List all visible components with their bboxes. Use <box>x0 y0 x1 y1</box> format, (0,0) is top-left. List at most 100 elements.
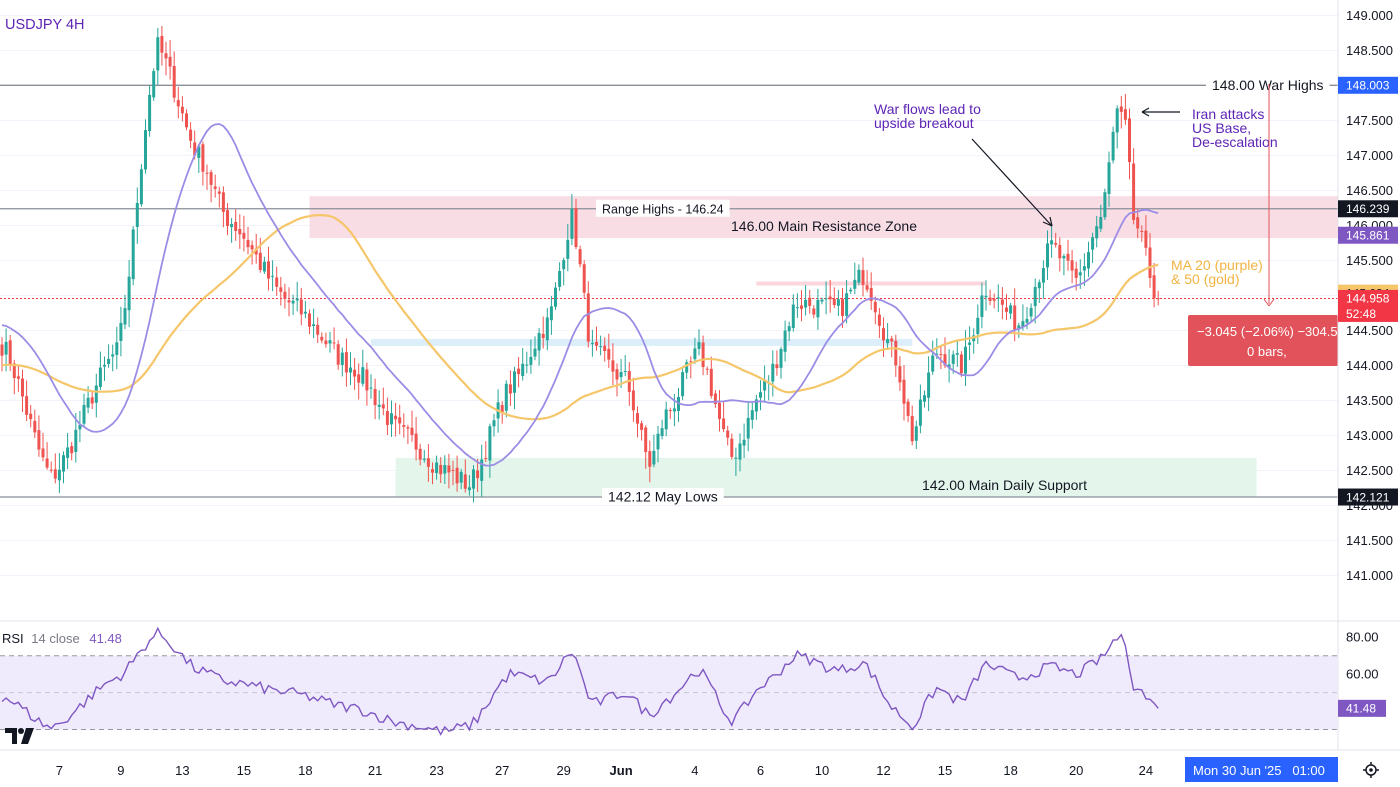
tradingview-logo[interactable]: TV <box>0 0 34 744</box>
candle <box>426 444 430 482</box>
candle <box>1087 241 1090 277</box>
candle <box>734 447 738 476</box>
candle <box>980 282 984 329</box>
price-tags: 148.003 146.239 145.861 145.034 144.958 … <box>1338 76 1398 506</box>
ma20-tag-text: 145.861 <box>1346 229 1390 243</box>
candle <box>726 425 730 446</box>
time-tick-label: 15 <box>938 763 952 778</box>
candle <box>738 433 742 472</box>
minor-support-zone <box>371 338 913 346</box>
candle <box>189 122 193 149</box>
candle <box>394 402 398 437</box>
candle <box>57 453 61 494</box>
candle <box>849 287 853 294</box>
candle <box>554 282 557 310</box>
candle <box>927 356 931 412</box>
price-tick-label: 147.500 <box>1346 113 1393 128</box>
rsi-tick-label: 80.00 <box>1346 630 1379 645</box>
candle <box>271 260 275 292</box>
candle <box>164 41 168 76</box>
candle <box>332 327 336 350</box>
candle <box>357 363 361 400</box>
candle <box>70 441 74 461</box>
range-highs-tag-text: 146.239 <box>1346 202 1390 216</box>
candle <box>742 423 746 459</box>
candle <box>221 186 225 228</box>
time-tick-label: 6 <box>757 763 764 778</box>
candle <box>603 337 607 362</box>
time-tick-label: Jun <box>610 763 633 778</box>
candle <box>861 257 865 297</box>
time-tick-label: 10 <box>815 763 829 778</box>
candle <box>267 246 270 291</box>
candle <box>808 289 812 314</box>
candle <box>681 367 685 401</box>
candle <box>791 294 795 332</box>
rsi-legend[interactable]: RSI 14 close 41.48 <box>2 631 122 646</box>
candle <box>1017 322 1021 338</box>
candle <box>431 462 434 485</box>
candle <box>701 335 705 376</box>
candle <box>1058 237 1062 272</box>
may-lows-tag <box>1338 488 1398 506</box>
candle <box>349 352 352 386</box>
candle <box>914 420 918 449</box>
candle <box>763 365 767 401</box>
measure-arrowhead <box>1263 298 1275 307</box>
price-tick-label: 143.500 <box>1346 393 1393 408</box>
candle <box>754 394 758 420</box>
candle <box>488 423 492 478</box>
candle <box>713 390 717 408</box>
candle <box>902 365 906 421</box>
candle <box>226 203 229 236</box>
candle <box>287 287 291 317</box>
range-highs-label-group: Range Highs - 146.24 <box>596 199 730 217</box>
candle <box>398 404 402 435</box>
candle <box>447 453 451 489</box>
candle <box>37 415 41 457</box>
candle <box>1062 253 1066 276</box>
candle <box>718 390 721 432</box>
settings-gear-icon[interactable] <box>1363 762 1379 778</box>
candle <box>295 281 299 312</box>
price-tick-label: 145.500 <box>1346 253 1393 268</box>
candle <box>824 281 828 315</box>
price-tick-label: 144.500 <box>1346 323 1393 338</box>
candle <box>746 401 750 452</box>
candle <box>217 186 221 208</box>
candle <box>463 459 467 493</box>
candle <box>1046 230 1049 280</box>
candle <box>320 332 324 344</box>
candle <box>939 346 943 370</box>
price-tick-label: 144.000 <box>1346 358 1393 373</box>
price-tick-label: 143.000 <box>1346 428 1393 443</box>
time-tick-label: 18 <box>1003 763 1017 778</box>
candle <box>910 405 914 446</box>
candle <box>21 369 24 413</box>
candle <box>381 387 385 416</box>
candle <box>324 332 328 348</box>
candle <box>1111 126 1115 164</box>
candle <box>82 393 86 428</box>
time-axis[interactable]: 7 9 13 15 18 21 23 27 29 Jun 4 6 10 12 15 18 20 24 <box>56 763 1153 778</box>
war-flows-arrowhead <box>1042 216 1053 227</box>
ma50-line <box>1 214 1159 421</box>
may-lows-label: 142.12 May Lows <box>608 489 718 505</box>
candle <box>549 295 553 335</box>
candle <box>820 297 824 305</box>
war-highs-tag-text: 148.003 <box>1346 79 1390 93</box>
ma20-line <box>1 123 1159 467</box>
candle <box>279 276 283 306</box>
candle <box>631 377 635 422</box>
candle <box>443 455 447 484</box>
candle <box>582 260 586 299</box>
candle <box>258 237 262 273</box>
candle <box>1103 188 1107 221</box>
candle <box>836 289 840 316</box>
rsi-tick-label: 60.00 <box>1346 667 1379 682</box>
candle <box>373 378 377 420</box>
candle <box>672 394 676 427</box>
candle <box>656 426 660 463</box>
